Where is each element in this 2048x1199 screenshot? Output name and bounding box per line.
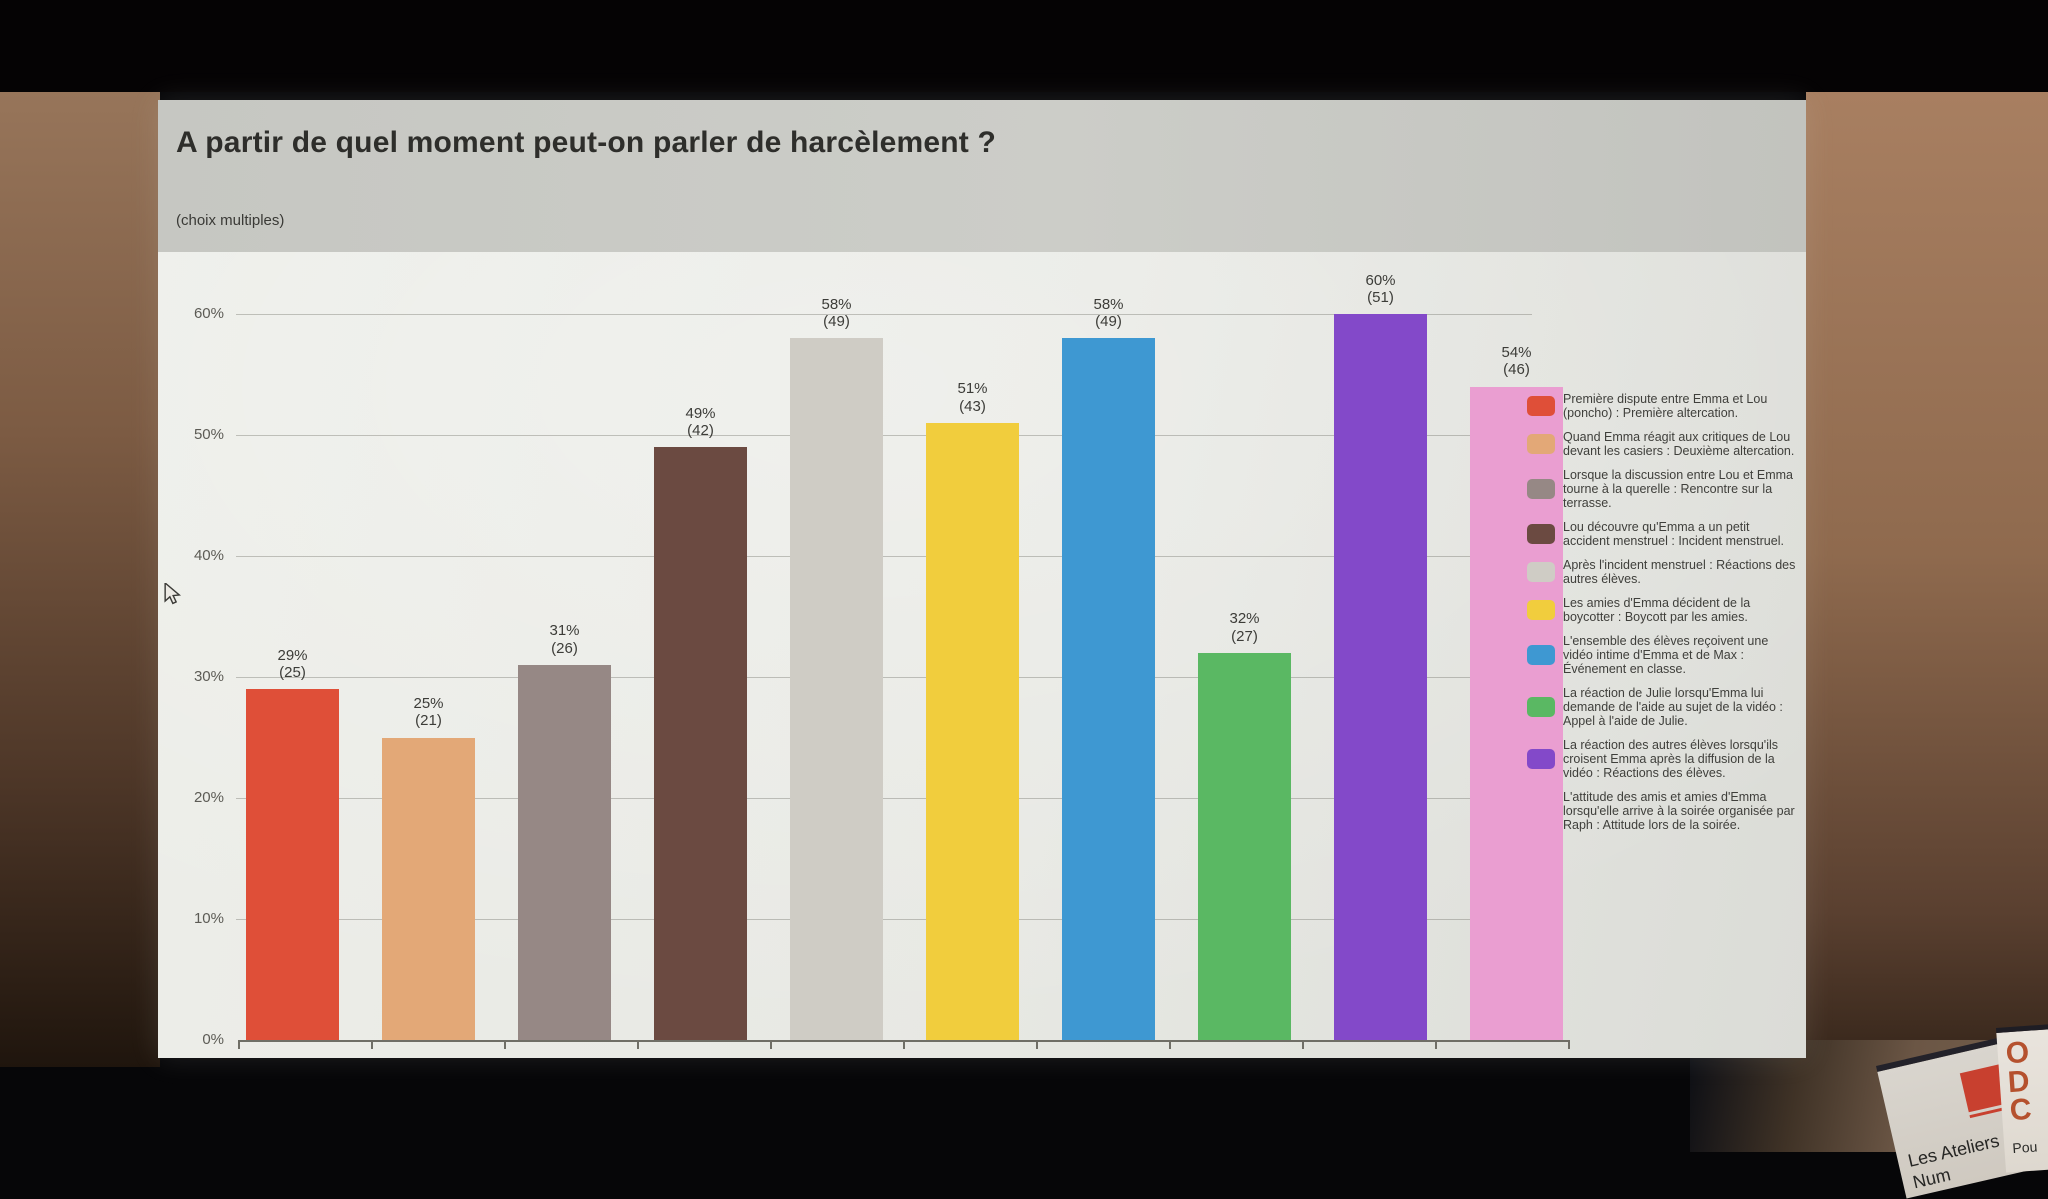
bar-value-label: 54% (46) [1501, 344, 1532, 379]
slide-subtitle: (choix multiples) [176, 212, 285, 229]
bar-value-label: 32% (27) [1229, 610, 1260, 645]
bar [246, 689, 339, 1040]
legend: Première dispute entre Emma et Lou (ponc… [1527, 392, 1799, 832]
room-top-dark-band [0, 0, 2048, 92]
room-wall-left [0, 92, 160, 1067]
bar-slot: 25% (21) [382, 252, 475, 1040]
bar [382, 737, 475, 1040]
legend-label: Après l'incident menstruel : Réactions d… [1563, 558, 1796, 586]
bar-value-label: 60% (51) [1365, 271, 1396, 306]
bar [1198, 652, 1291, 1040]
bar-slot: 29% (25) [246, 252, 339, 1040]
bar-value-label: 49% (42) [685, 404, 716, 439]
x-axis-tick [238, 1042, 240, 1049]
legend-label: Lou découvre qu'Emma a un petit accident… [1563, 520, 1784, 548]
x-axis-tick [637, 1042, 639, 1049]
legend-swatch [1527, 697, 1555, 717]
bar-value-label: 58% (49) [1093, 295, 1124, 330]
legend-swatch [1527, 479, 1555, 499]
legend-label: Première dispute entre Emma et Lou (ponc… [1563, 392, 1768, 420]
x-axis-tick [770, 1042, 772, 1049]
bars: 29% (25) 25% (21) 31% (26) 49% (42) 58% (49) 51% (4… [246, 252, 1563, 1040]
bar-slot: 31% (26) [518, 252, 611, 1040]
bar-value-label: 58% (49) [821, 295, 852, 330]
legend-swatch [1527, 645, 1555, 665]
y-axis-tick-label: 0% [202, 1031, 224, 1048]
legend-swatch [1527, 434, 1555, 454]
bar [1334, 314, 1427, 1040]
legend-item: La réaction de Julie lorsqu'Emma lui dem… [1527, 686, 1799, 728]
bar-slot: 32% (27) [1198, 252, 1291, 1040]
legend-item: La réaction des autres élèves lorsqu'ils… [1527, 738, 1799, 780]
y-axis-tick-label: 20% [193, 789, 224, 806]
x-axis-tick [1302, 1042, 1304, 1049]
bar-chart: 0% 10% 20% 30% 40% 50% 60% 29% (25) 25% (21) 31% (2… [158, 252, 1806, 1058]
projection-screen: A partir de quel moment peut-on parler d… [158, 100, 1806, 1058]
room-wall-right [1806, 92, 2048, 1117]
legend-swatch [1527, 600, 1555, 620]
legend-swatch [1527, 524, 1555, 544]
slide-title-band: A partir de quel moment peut-on parler d… [158, 100, 1806, 252]
legend-item: Quand Emma réagit aux critiques de Lou d… [1527, 430, 1799, 458]
banner-odc-caption: Pou [2011, 1138, 2038, 1157]
legend-label: La réaction de Julie lorsqu'Emma lui dem… [1563, 686, 1783, 728]
bar [790, 338, 883, 1040]
mouse-pointer-icon [163, 581, 183, 610]
legend-label: Les amies d'Emma décident de la boycotte… [1563, 596, 1751, 624]
y-axis-tick-label: 60% [193, 305, 224, 322]
x-axis-tick [1435, 1042, 1437, 1049]
legend-label: La réaction des autres élèves lorsqu'ils… [1563, 738, 1779, 780]
bar-value-label: 31% (26) [549, 622, 580, 657]
y-axis-tick-label: 40% [193, 547, 224, 564]
legend-item: Première dispute entre Emma et Lou (ponc… [1527, 392, 1799, 420]
bar-value-label: 25% (21) [413, 695, 444, 730]
bar [654, 447, 747, 1040]
slide-title: A partir de quel moment peut-on parler d… [176, 126, 997, 159]
banner-odc-letter: C [2008, 1092, 2034, 1128]
legend-item: Après l'incident menstruel : Réactions d… [1527, 558, 1799, 586]
legend-label: Lorsque la discussion entre Lou et Emma … [1563, 468, 1793, 510]
y-axis-tick-label: 10% [193, 910, 224, 927]
bar-slot: 51% (43) [926, 252, 1019, 1040]
x-axis-tick [1568, 1042, 1570, 1049]
legend-item: Lorsque la discussion entre Lou et Emma … [1527, 468, 1799, 510]
legend-label: L'attitude des amis et amies d'Emma lors… [1563, 790, 1795, 832]
legend-label: L'ensemble des élèves reçoivent une vidé… [1563, 634, 1769, 676]
bar-slot: 58% (49) [1062, 252, 1155, 1040]
bar [926, 422, 1019, 1040]
legend-item: Les amies d'Emma décident de la boycotte… [1527, 596, 1799, 624]
legend-swatch [1527, 801, 1555, 821]
y-axis-tick-label: 30% [193, 668, 224, 685]
x-axis-tick [504, 1042, 506, 1049]
bar [518, 664, 611, 1040]
legend-item: L'ensemble des élèves reçoivent une vidé… [1527, 634, 1799, 676]
legend-swatch [1527, 749, 1555, 769]
x-axis-tick [371, 1042, 373, 1049]
bar-slot: 60% (51) [1334, 252, 1427, 1040]
bar [1062, 338, 1155, 1040]
legend-item: L'attitude des amis et amies d'Emma lors… [1527, 790, 1799, 832]
legend-item: Lou découvre qu'Emma a un petit accident… [1527, 520, 1799, 548]
banner-title: Les Ateliers [1905, 1130, 2002, 1171]
legend-swatch [1527, 562, 1555, 582]
bar-value-label: 51% (43) [957, 380, 988, 415]
bar-slot: 49% (42) [654, 252, 747, 1040]
legend-label: Quand Emma réagit aux critiques de Lou d… [1563, 430, 1795, 458]
x-axis-tick [903, 1042, 905, 1049]
legend-swatch [1527, 396, 1555, 416]
bar-slot: 58% (49) [790, 252, 883, 1040]
x-axis-line [238, 1040, 1570, 1049]
x-axis-tick [1036, 1042, 1038, 1049]
y-axis-tick-label: 50% [193, 426, 224, 443]
bar-value-label: 29% (25) [277, 646, 308, 681]
y-axis-labels: 0% 10% 20% 30% 40% 50% 60% [158, 252, 224, 1058]
x-axis-tick [1169, 1042, 1171, 1049]
